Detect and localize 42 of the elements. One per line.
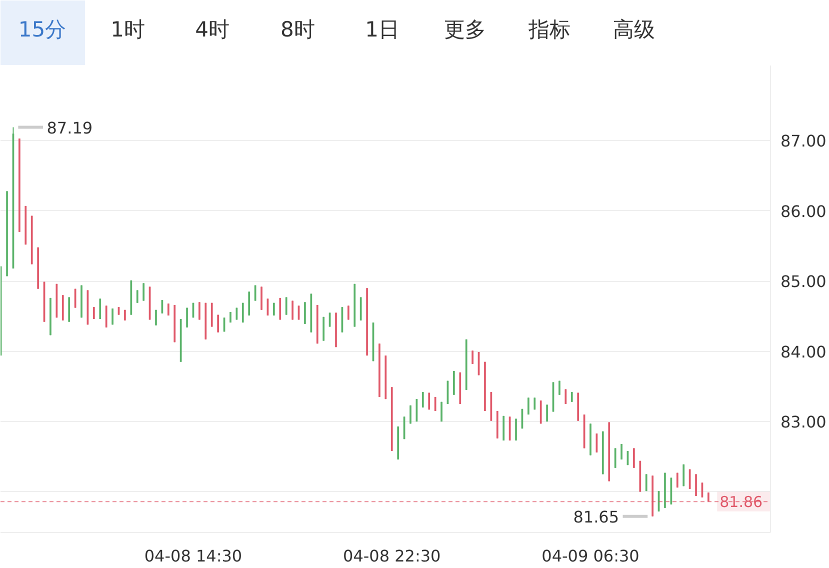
candlestick bbox=[248, 291, 250, 316]
candlestick bbox=[546, 404, 548, 422]
candlestick bbox=[558, 380, 560, 396]
text: 15分 bbox=[18, 18, 66, 42]
candlestick bbox=[645, 474, 648, 492]
x-tick-label: 04-08 22:30 bbox=[343, 546, 441, 566]
candlestick bbox=[285, 296, 288, 316]
candlestick bbox=[360, 296, 362, 321]
candlestick bbox=[186, 307, 188, 328]
candlestick bbox=[472, 350, 474, 364]
candlestick bbox=[633, 448, 635, 468]
candlestick bbox=[570, 392, 573, 402]
text: 高级 bbox=[612, 18, 655, 42]
candlestick bbox=[322, 316, 325, 342]
text: 1日 bbox=[365, 18, 400, 42]
candlestick bbox=[217, 314, 219, 333]
ref-line-label: 81.86 bbox=[720, 493, 763, 512]
candlestick bbox=[422, 392, 424, 408]
y-tick-label: 87.00 bbox=[780, 132, 826, 151]
y-tick-label: 84.00 bbox=[780, 342, 826, 362]
text: 更多 bbox=[444, 18, 486, 42]
annotation: 81.65 bbox=[573, 507, 620, 526]
y-tick-label: 86.00 bbox=[780, 202, 826, 221]
candlestick bbox=[564, 388, 567, 404]
candlestick bbox=[198, 302, 200, 320]
x-tick-label: 04-08 14:30 bbox=[144, 546, 242, 566]
y-tick-label: 83.00 bbox=[780, 412, 826, 432]
candlestick bbox=[527, 397, 530, 416]
text: 1时 bbox=[110, 18, 145, 42]
candlestick bbox=[614, 448, 616, 468]
candlestick bbox=[620, 444, 622, 460]
x-tick-label: 04-09 06:30 bbox=[542, 546, 640, 566]
candlestick bbox=[142, 282, 145, 302]
text: 8时 bbox=[280, 18, 315, 42]
y-tick-label: 85.00 bbox=[780, 272, 826, 292]
text: 指标 bbox=[527, 18, 570, 42]
candlestick bbox=[347, 305, 350, 320]
text: 4时 bbox=[195, 18, 230, 42]
annotation: 87.19 bbox=[46, 118, 93, 138]
candlestick bbox=[99, 298, 102, 320]
candlestick bbox=[105, 305, 108, 328]
candlestick bbox=[136, 290, 138, 304]
